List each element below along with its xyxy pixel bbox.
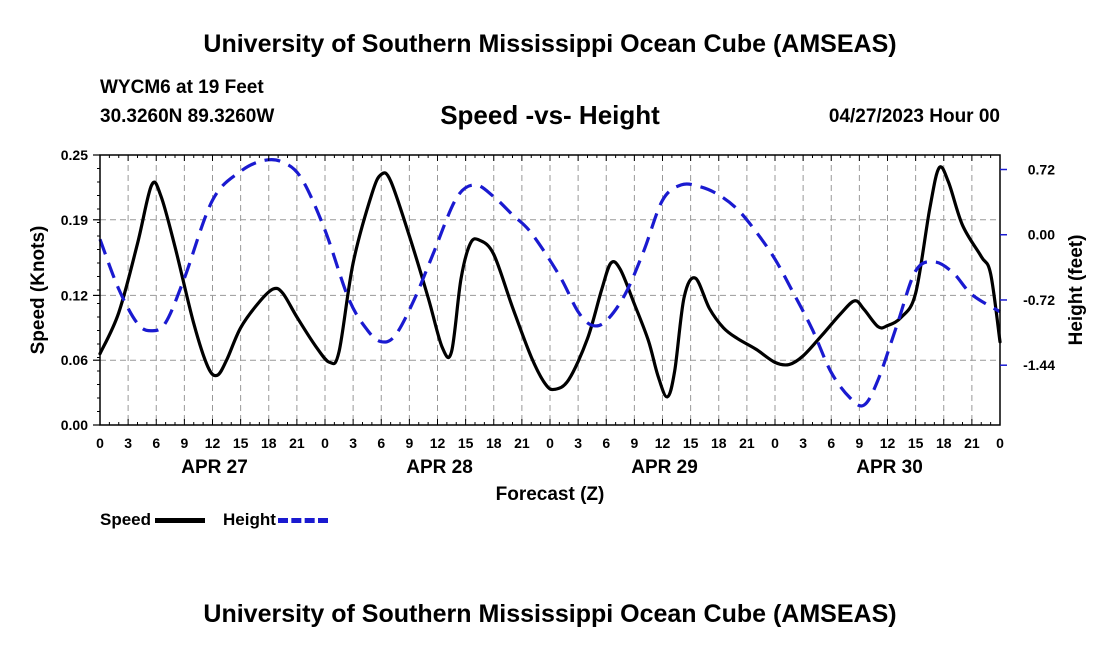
day-label: APR 30	[856, 457, 923, 478]
x-tick-label: 21	[514, 435, 530, 451]
x-tick-label: 18	[936, 435, 952, 451]
x-tick-label: 18	[261, 435, 277, 451]
series-line-height	[98, 157, 1001, 408]
day-label: APR 27	[181, 457, 248, 478]
legend-height-swatch	[277, 517, 328, 523]
series-line-speed	[98, 165, 1002, 399]
x-tick-label: 18	[486, 435, 502, 451]
x-tick-label: 6	[602, 435, 610, 451]
y-right-tick-label: 0.00	[1028, 227, 1055, 243]
chart-title-top: University of Southern Mississippi Ocean…	[203, 30, 897, 58]
x-tick-label: 6	[377, 435, 385, 451]
axis-layer: 0 3 6 9 12 15 18 21 0 3 6 9 12 15 18 21 0 3 6 9 12 15 18 21 0 3 6 9…	[61, 147, 1055, 478]
legend-speed-label: Speed	[100, 510, 152, 529]
x-tick-label: 3	[124, 435, 132, 451]
x-tick-label: 0	[546, 435, 554, 451]
x-tick-label: 21	[964, 435, 980, 451]
forecast-date: 04/27/2023 Hour 00	[828, 106, 1000, 127]
x-tick-label: 9	[855, 435, 863, 451]
x-tick-label: 0	[96, 435, 104, 451]
x-tick-label: 6	[152, 435, 160, 451]
x-tick-label: 12	[205, 435, 221, 451]
grid-layer	[100, 155, 1000, 425]
x-tick-label: 21	[289, 435, 305, 451]
legend-height-label: Height	[223, 510, 276, 529]
x-tick-label: 21	[739, 435, 755, 451]
x-tick-label: 3	[574, 435, 582, 451]
chart-subtitle: Speed -vs- Height	[440, 100, 660, 130]
coordinates-label: 30.3260N 89.3260W	[100, 106, 275, 127]
series-layer	[98, 157, 1002, 408]
y-right-tick-label: -0.72	[1023, 292, 1055, 308]
x-axis-title: Forecast (Z)	[496, 484, 605, 505]
x-tick-label: 3	[349, 435, 357, 451]
x-tick-label: 12	[880, 435, 896, 451]
day-label: APR 28	[406, 457, 473, 478]
x-tick-label: 0	[771, 435, 779, 451]
x-tick-label: 9	[180, 435, 188, 451]
x-tick-label: 12	[430, 435, 446, 451]
x-tick-label: 0	[996, 435, 1004, 451]
x-tick-label: 12	[655, 435, 671, 451]
x-tick-label: 15	[233, 435, 249, 451]
x-tick-label: 6	[827, 435, 835, 451]
y-right-tick-label: -1.44	[1023, 357, 1055, 373]
y-right-tick-label: 0.72	[1028, 161, 1055, 177]
y-axis-right-title: Height (feet)	[1066, 235, 1087, 346]
x-tick-label: 0	[321, 435, 329, 451]
day-label: APR 29	[631, 457, 698, 478]
y-left-tick-label: 0.12	[61, 287, 88, 303]
y-left-tick-label: 0.00	[61, 417, 88, 433]
x-tick-label: 15	[908, 435, 924, 451]
x-tick-label: 9	[630, 435, 638, 451]
legend-height: Height	[223, 510, 328, 530]
legend-speed: Speed	[100, 510, 206, 530]
x-tick-label: 15	[683, 435, 699, 451]
x-tick-label: 15	[458, 435, 474, 451]
x-tick-label: 9	[405, 435, 413, 451]
x-tick-label: 3	[799, 435, 807, 451]
station-label: WYCM6 at 19 Feet	[100, 77, 264, 98]
y-left-tick-label: 0.19	[61, 212, 88, 228]
x-tick-label: 18	[711, 435, 727, 451]
y-axis-left-title: Speed (Knots)	[28, 226, 49, 355]
y-left-tick-label: 0.25	[61, 147, 88, 163]
legend-speed-swatch	[155, 517, 206, 523]
y-left-tick-label: 0.06	[61, 352, 88, 368]
chart-title-bottom: University of Southern Mississippi Ocean…	[203, 600, 897, 628]
legend: Speed Height	[100, 508, 346, 532]
